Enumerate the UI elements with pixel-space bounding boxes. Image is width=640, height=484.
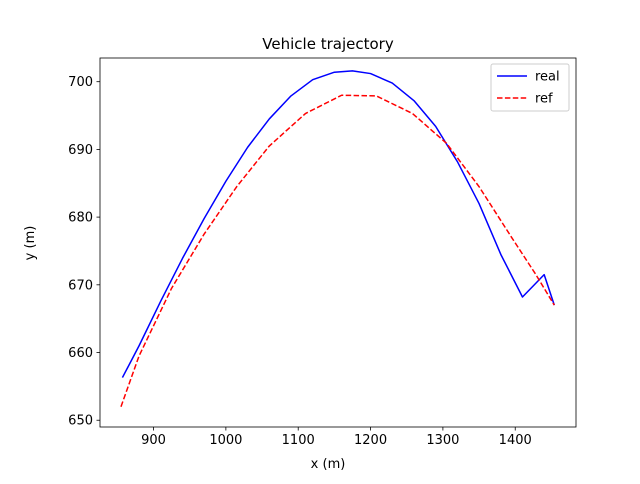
axes-frame [99,57,577,428]
x-axis-label: x (m) [311,457,346,472]
series-layer [120,70,556,407]
x-tick-label: 1000 [209,433,242,448]
legend-label-ref: ref [535,92,553,107]
series-line-ref [120,94,555,407]
x-tick-label: 1300 [426,433,459,448]
legend: real ref [490,63,570,112]
y-tick-label: 700 [68,75,93,90]
y-axis-label: y (m) [23,226,38,261]
series-line-real [121,70,556,378]
chart-title: Vehicle trajectory [262,35,394,53]
y-tick-label: 690 [68,143,93,158]
plot-area [99,57,577,428]
legend-entry-real: real [497,70,560,85]
x-tick-label: 900 [141,433,166,448]
x-tick-label: 1100 [282,433,315,448]
x-tick-label: 1200 [354,433,387,448]
x-tick-label: 1400 [499,433,532,448]
legend-label-real: real [535,70,560,85]
y-tick-label: 670 [68,278,93,293]
y-axis-ticks: 650 660 670 680 690 700 [68,75,100,429]
legend-entry-ref: ref [497,92,553,107]
y-tick-label: 680 [68,211,93,226]
y-tick-label: 650 [68,414,93,429]
x-axis-ticks: 900 1000 1100 1200 1300 1400 [141,427,532,448]
y-tick-label: 660 [68,346,93,361]
